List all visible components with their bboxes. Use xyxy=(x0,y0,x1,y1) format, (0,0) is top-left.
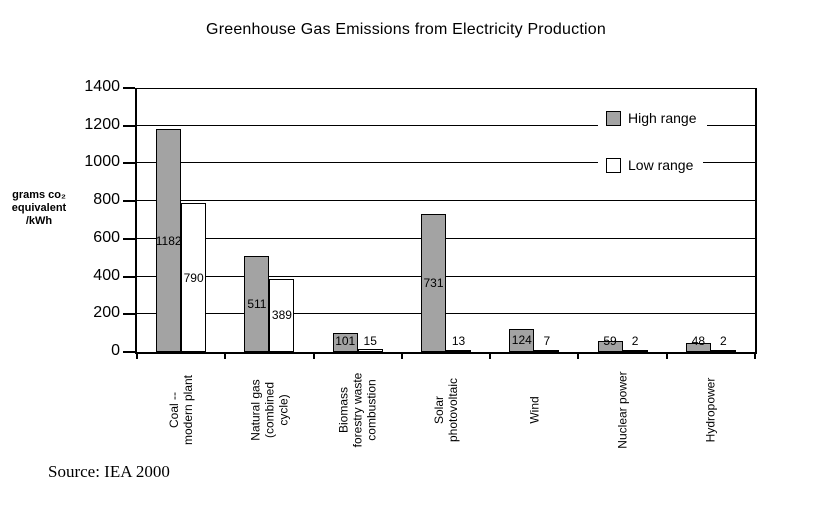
bar-value-low-hydropower: 2 xyxy=(720,334,727,348)
gridline-600 xyxy=(137,237,755,239)
bar-value-low-natural-gas: 389 xyxy=(271,308,292,323)
x-axis-tick-4 xyxy=(489,352,492,359)
bar-value-high-wind: 124 xyxy=(511,333,532,348)
y-tick-label-600: 600 xyxy=(93,228,120,246)
bar-value-high-solar: 731 xyxy=(423,276,444,291)
bar-high-biomass xyxy=(332,332,358,352)
category-label-wind: Wind xyxy=(527,396,542,424)
y-axis-tick-200 xyxy=(123,313,135,316)
category-label-coal: Coal -- modern plant xyxy=(167,374,196,446)
gridline-1200 xyxy=(137,124,755,126)
bar-high-coal xyxy=(156,129,182,352)
y-axis-tick-600 xyxy=(123,237,135,240)
bar-low-biomass xyxy=(357,349,383,352)
legend-entry-high-range: High range xyxy=(598,107,707,129)
y-axis-tick-1000 xyxy=(123,162,135,165)
bar-value-high-nuclear-power: 59 xyxy=(603,334,617,348)
y-tick-label-1000: 1000 xyxy=(84,153,120,171)
bar-high-hydropower xyxy=(685,342,711,352)
x-axis-tick-2 xyxy=(312,352,315,359)
gridline-1000 xyxy=(137,162,755,164)
bar-low-wind xyxy=(534,350,560,352)
gridline-400 xyxy=(137,275,755,277)
bar-high-wind xyxy=(509,328,535,352)
x-axis-tick-6 xyxy=(665,352,668,359)
bar-value-low-solar: 13 xyxy=(451,334,466,348)
legend-entry-low-range: Low range xyxy=(598,154,704,176)
y-tick-label-1200: 1200 xyxy=(84,115,120,133)
x-axis-tick-0 xyxy=(136,352,138,359)
legend-label-low-range: Low range xyxy=(628,157,694,173)
category-label-natural-gas: Natural gas (combined cycle) xyxy=(248,379,291,441)
bar-value-high-natural-gas: 511 xyxy=(247,296,267,311)
y-tick-label-1400: 1400 xyxy=(84,78,120,95)
bar-value-high-biomass: 101 xyxy=(335,334,356,348)
x-axis-tick-1 xyxy=(224,352,227,359)
y-axis-tick-1200 xyxy=(123,124,135,127)
y-axis-label: grams co₂ equivalent /kWh xyxy=(11,189,67,227)
bar-low-hydropower xyxy=(710,350,736,352)
low-range-swatch-icon xyxy=(606,157,621,173)
bar-low-nuclear-power xyxy=(622,350,648,352)
category-label-biomass: Biomass forestry waste combustion xyxy=(336,372,379,448)
y-axis-tick-800 xyxy=(123,200,135,203)
y-axis-tick-400 xyxy=(123,275,135,278)
bar-low-coal xyxy=(181,203,207,352)
category-label-hydropower: Hydropower xyxy=(703,377,718,443)
y-tick-label-400: 400 xyxy=(93,266,120,284)
y-axis-tick-1400 xyxy=(123,87,135,89)
category-label-nuclear-power: Nuclear power xyxy=(615,371,630,449)
bar-low-natural-gas xyxy=(269,278,295,352)
plot-area: High range Low range 0 200 400 600 800 1000 12… xyxy=(84,78,757,449)
high-range-swatch-icon xyxy=(606,110,621,126)
y-tick-label-200: 200 xyxy=(93,304,120,322)
category-label-solar: Solar photovoltaic xyxy=(432,377,461,443)
bar-high-solar xyxy=(421,214,446,352)
x-axis-tick-7 xyxy=(754,352,756,359)
gridline-800 xyxy=(137,200,755,202)
bar-value-low-biomass: 15 xyxy=(363,334,377,348)
y-tick-label-0: 0 xyxy=(111,342,120,359)
y-tick-label-800: 800 xyxy=(93,191,120,209)
bar-high-natural-gas xyxy=(244,255,270,352)
y-axis-tick-0 xyxy=(123,351,135,353)
bar-high-nuclear-power xyxy=(597,340,623,352)
bar-value-low-coal: 790 xyxy=(183,270,204,285)
bar-value-high-hydropower: 48 xyxy=(691,334,706,348)
bar-value-low-nuclear-power: 2 xyxy=(631,334,639,348)
gridline-1400 xyxy=(137,88,755,89)
x-axis-tick-5 xyxy=(577,352,580,359)
bar-value-low-wind: 7 xyxy=(543,334,551,348)
legend-label-high-range: High range xyxy=(628,110,697,126)
bar-value-high-coal: 1182 xyxy=(155,233,182,248)
x-axis-tick-3 xyxy=(400,352,403,359)
bar-low-solar xyxy=(446,349,471,352)
chart-title: Greenhouse Gas Emissions from Electricit… xyxy=(206,21,606,38)
source-note: Source: IEA 2000 xyxy=(48,462,170,481)
gridline-200 xyxy=(137,313,755,315)
